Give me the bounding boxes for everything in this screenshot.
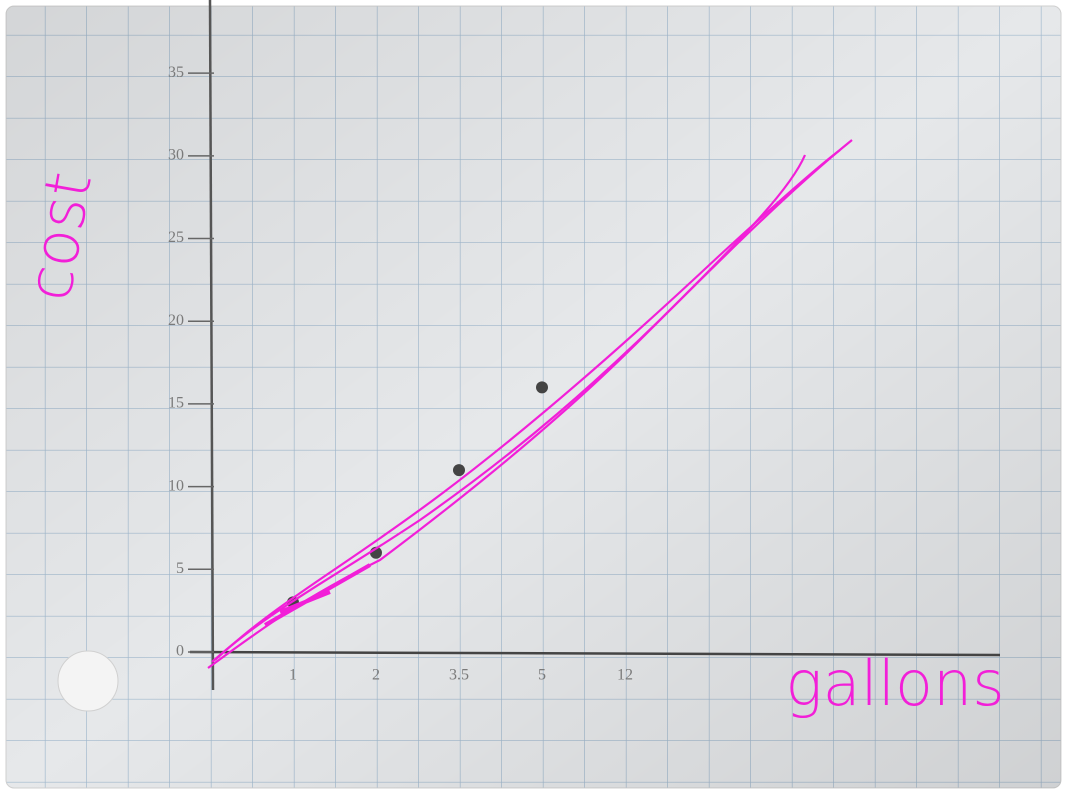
point [536, 381, 548, 393]
page: 05101520253035123.5512 cost gallons (() … [0, 0, 1067, 794]
x-tick-label: 1 [289, 667, 297, 684]
point [453, 464, 465, 476]
y-tick-label: 20 [168, 312, 184, 329]
punch-hole [58, 651, 118, 711]
y-tick-label: 15 [168, 395, 184, 412]
y-tick-label: 0 [176, 643, 184, 660]
y-tick-label: 35 [168, 64, 184, 81]
x-tick-label: 5 [538, 667, 546, 684]
x-tick-label: 3.5 [449, 667, 469, 684]
x-tick-label: 12 [617, 667, 633, 684]
y-tick-label: 25 [168, 229, 184, 246]
y-tick-label: 30 [168, 147, 184, 164]
y-tick-label: 5 [176, 560, 184, 577]
y-tick-label: 10 [168, 477, 184, 494]
photo: 05101520253035123.5512 cost gallons [0, 0, 1067, 794]
x-axis-label: gallons [785, 647, 1004, 720]
x-tick-label: 2 [372, 667, 380, 684]
